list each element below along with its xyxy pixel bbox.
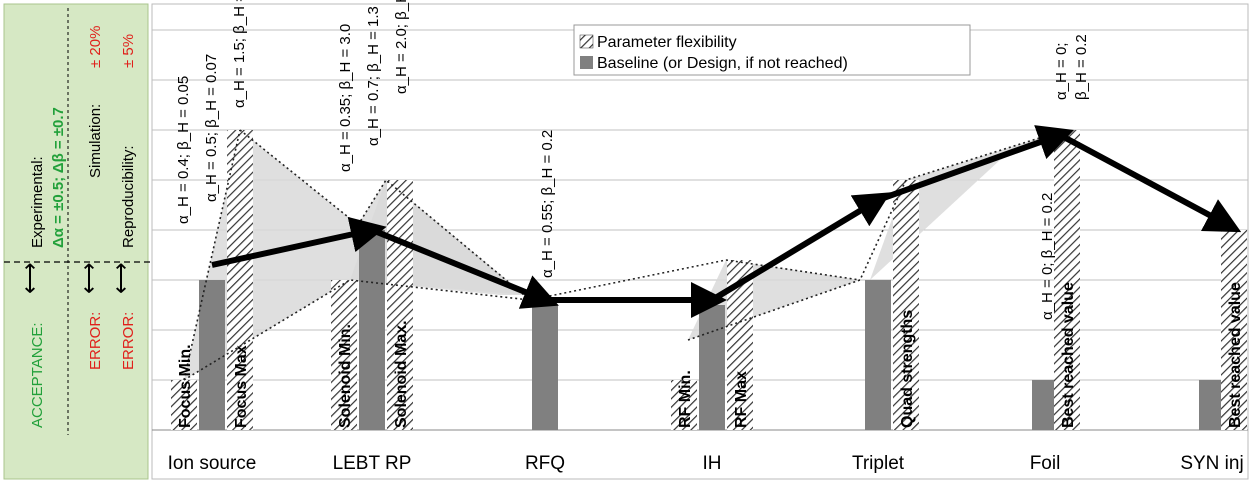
- side-panel-background: [3, 3, 149, 480]
- simulation-text: Simulation:: [87, 104, 104, 178]
- flexibility-bar-label: Focus Min.: [177, 344, 194, 428]
- category-label: Ion source: [168, 453, 257, 474]
- flexibility-bar: [1054, 130, 1080, 430]
- annotation-text: β_H = 0.2: [1073, 34, 1090, 100]
- acceptance-label: ACCEPTANCE:: [29, 322, 46, 428]
- bar-labels: Focus Min. Focus Max Solenoid Min. Solenoid…: [175, 0, 1244, 428]
- category-label: Foil: [1030, 453, 1061, 474]
- baseline-bar: [1199, 380, 1225, 430]
- legend-label-flexibility: Parameter flexibility: [597, 34, 737, 51]
- baseline-bar: [359, 230, 385, 430]
- legend: Parameter flexibility Baseline (or Desig…: [573, 24, 971, 76]
- flexibility-bar-label: Focus Max: [233, 345, 250, 428]
- annotation-text: α_H = 1.5; β_H = 0.6: [231, 0, 248, 108]
- baseline-arrow: [370, 227, 559, 309]
- flexibility-envelope: [184, 130, 525, 380]
- flexibility-bar-label: RF Min.: [677, 370, 694, 428]
- chart-frame: [151, 3, 1249, 480]
- bars: [171, 130, 1247, 430]
- category-label: SYN inj: [1180, 453, 1243, 474]
- category-labels: Ion source LEBT RP RFQ IH Triplet Foil SYN inj: [168, 453, 1244, 474]
- legend-box: [573, 24, 971, 76]
- category-label: IH: [703, 453, 722, 474]
- flexibility-shading: [184, 130, 1065, 380]
- annotation-text: α_H = 0.7; β_H = 1.3: [365, 6, 382, 146]
- path-lines: [183, 125, 1242, 381]
- baseline-bar: [699, 305, 725, 430]
- annotation-text: α_H = 0.5; β_H = 0.07: [203, 54, 220, 202]
- simulation-arrow-icon: ⟷: [76, 262, 101, 294]
- simulation-value: ± 20%: [87, 26, 104, 68]
- annotation-text: α_H = 0.35; β_H = 3.0: [337, 24, 354, 172]
- baseline-bar: [532, 305, 558, 430]
- annotation-text: α_H = 0.55; β_H = 0.2: [539, 130, 556, 278]
- flexibility-bar-label: Quad strengths: [899, 310, 916, 428]
- acceptance-arrow-icon: ⟷: [17, 262, 42, 294]
- flexibility-bar: [331, 280, 357, 430]
- flexibility-bar-label: Best reached value: [1227, 282, 1244, 428]
- baseline-arrow: [876, 125, 1075, 203]
- category-label: RFQ: [525, 453, 565, 474]
- reproducibility-arrow-icon: ⟷: [108, 262, 133, 294]
- baseline-bar: [199, 280, 225, 430]
- annotation-text: α_H = 0; β_H = 0.2: [1039, 193, 1056, 320]
- flexibility-bar: [893, 180, 919, 430]
- envelope-line: [239, 129, 359, 226]
- baseline-arrow: [211, 216, 387, 268]
- legend-swatch-flexibility: [579, 34, 594, 49]
- side-panel: Experimental: Δα = ±0.5; Δβ = ±0.7 Simul…: [3, 3, 150, 480]
- flexibility-bar: [1221, 230, 1247, 430]
- annotation-text: α_H = 0;: [1053, 43, 1070, 100]
- envelope-line: [687, 129, 1066, 341]
- baseline-bar: [865, 280, 891, 430]
- baseline-arrow: [1058, 132, 1242, 233]
- baseline-arrow: [710, 192, 891, 303]
- acceptance-prefix: Experimental:: [29, 156, 46, 248]
- annotation-text: α_H = 2.0; β_H = 2.0: [393, 0, 410, 94]
- reproducibility-text: Reproducibility:: [120, 145, 137, 248]
- envelope-line: [529, 259, 861, 301]
- baseline-bar: [1032, 380, 1058, 430]
- reproducibility-label: ERROR:: [120, 312, 137, 370]
- category-label: LEBT RP: [333, 453, 412, 474]
- flexibility-bar: [387, 180, 413, 430]
- flexibility-bar: [227, 130, 253, 430]
- legend-label-baseline: Baseline (or Design, if not reached): [597, 55, 848, 72]
- flexibility-bar-label: Solenoid Min.: [337, 324, 354, 428]
- flexibility-bar-label: Best reached value: [1060, 282, 1077, 428]
- annotation-text: α_H = 0.4; β_H = 0.05: [175, 76, 192, 224]
- flexibility-bar-label: Solenoid Max.: [393, 320, 410, 428]
- legend-swatch-baseline: [580, 56, 593, 69]
- flexibility-bar-label: RF Max: [733, 371, 750, 428]
- simulation-label: ERROR:: [87, 312, 104, 370]
- flexibility-bar: [671, 380, 697, 430]
- flexibility-bar: [171, 380, 197, 430]
- acceptance-value: Δα = ±0.5; Δβ = ±0.7: [50, 107, 67, 248]
- reproducibility-value: ± 5%: [120, 34, 137, 68]
- category-label: Triplet: [852, 453, 905, 474]
